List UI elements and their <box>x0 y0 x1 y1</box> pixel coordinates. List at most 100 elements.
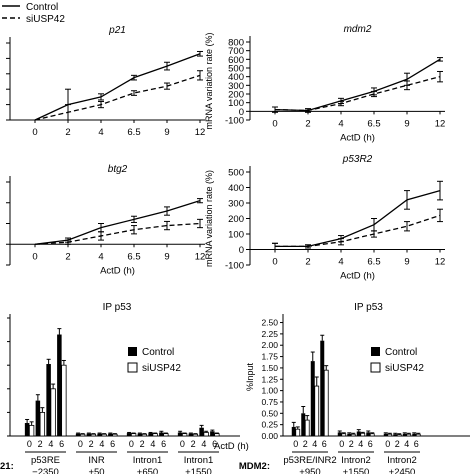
x-tick-label: 0 <box>272 257 277 268</box>
position-label: +2450 <box>389 467 416 474</box>
bar-siusp42 <box>295 428 301 437</box>
timepoint-label: 4 <box>99 439 104 449</box>
timepoint-label: 6 <box>212 439 217 449</box>
x-tick-label: 9 <box>164 127 169 138</box>
y-tick-label: 400 <box>228 72 244 83</box>
timepoint-label: 6 <box>368 439 373 449</box>
x-tick-label: 2 <box>305 118 310 129</box>
x-axis-label: ActD (h) <box>100 265 135 276</box>
x-tick-label: 0 <box>32 127 37 138</box>
bar-siusp42 <box>79 433 86 437</box>
position-label: +50 <box>88 467 104 474</box>
x-tick-label: 4 <box>338 257 343 268</box>
timepoint-label: 4 <box>358 439 363 449</box>
y-tick-label: 100 <box>228 230 244 241</box>
bar-siusp42 <box>415 433 421 437</box>
y-tick-label: 400 <box>228 183 244 194</box>
bar-control <box>366 432 371 436</box>
y-axis-label: %Input <box>245 362 255 391</box>
panel-title: IP p53 <box>354 302 383 313</box>
y-tick-label: 500 <box>228 168 244 179</box>
bar-control <box>177 432 183 436</box>
y-tick-label: 200 <box>228 214 244 225</box>
x-tick-label: 6.5 <box>127 251 140 262</box>
bar-control <box>301 413 306 436</box>
legend-control-label: Control <box>385 347 417 358</box>
region-label: p53RE/INR2 <box>283 455 336 466</box>
position-label: +950 <box>299 467 320 474</box>
bar-siusp42 <box>130 433 137 437</box>
bar-siusp42 <box>28 424 35 437</box>
bar-siusp42 <box>112 433 118 437</box>
bar-siusp42 <box>314 385 320 437</box>
y-tick-label: 2.00 <box>261 340 278 350</box>
bar-control <box>337 432 342 436</box>
region-label: Intron2 <box>341 455 371 466</box>
series-control-line <box>34 200 201 245</box>
bar-control <box>383 433 388 436</box>
x-tick-label: 12 <box>195 251 206 262</box>
bar-siusp42 <box>101 433 107 437</box>
x-tick-label: 4 <box>98 251 103 262</box>
bar-control <box>210 431 215 436</box>
bar-control <box>126 433 132 436</box>
y-axis-label: mRNA variation rate (%) <box>204 32 214 129</box>
y-tick-label: -100 <box>225 116 244 127</box>
timepoint-label: 2 <box>303 439 308 449</box>
timepoint-label: 4 <box>150 439 155 449</box>
region-label: INR <box>88 455 105 466</box>
bar-control <box>393 434 398 436</box>
bar-control <box>137 433 143 436</box>
timepoint-label: 0 <box>293 439 298 449</box>
series-control-line <box>274 58 441 112</box>
x-tick-label: 4 <box>338 118 343 129</box>
legend-siusp42-label: siUSP42 <box>142 363 181 374</box>
gene-label: 21: <box>0 461 14 472</box>
timepoint-label: 2 <box>395 439 400 449</box>
timepoint-label: 6 <box>110 439 115 449</box>
bar-siusp42 <box>39 411 46 437</box>
x-tick-label: 2 <box>305 257 310 268</box>
position-label: +1550 <box>343 467 370 474</box>
bar-siusp42 <box>61 364 67 437</box>
position-label: +650 <box>137 467 158 474</box>
y-tick-label: 0.25 <box>261 420 278 430</box>
bar-control <box>148 433 153 436</box>
bar-siusp42 <box>181 433 188 437</box>
bar-control <box>402 433 407 436</box>
panels: 0 2 4 6.5 9 12p21-100010020030040050060070080… <box>0 24 470 474</box>
bar-control <box>291 426 296 436</box>
bar-siusp42 <box>50 388 56 437</box>
x-tick-label: 4 <box>98 127 103 138</box>
y-tick-label: 0.50 <box>261 408 278 418</box>
bar-control <box>86 433 92 436</box>
series-control-line <box>34 53 201 121</box>
timepoint-label: 6 <box>322 439 327 449</box>
timepoint-label: 2 <box>140 439 145 449</box>
panel-title: IP p53 <box>103 302 132 313</box>
bar-siusp42 <box>323 369 329 437</box>
bar-siusp42 <box>203 432 209 437</box>
x-tick-label: 0 <box>272 118 277 129</box>
y-tick-label: 700 <box>228 46 244 57</box>
bar-siusp42 <box>341 433 347 437</box>
x-tick-label: 0 <box>32 251 37 262</box>
y-tick-label: 600 <box>228 55 244 66</box>
bar-control <box>320 340 325 436</box>
y-tick-label: 300 <box>228 81 244 92</box>
legend-siusp42-label: siUSP42 <box>385 363 424 374</box>
y-tick-label: 500 <box>228 64 244 75</box>
y-axis-label: mRNA variation rate (%) <box>204 170 214 267</box>
y-tick-label: -100 <box>225 261 244 272</box>
series-siusp42-line <box>34 222 201 245</box>
bar-control <box>159 432 164 436</box>
bar-control <box>310 361 315 436</box>
bar-control <box>199 427 204 436</box>
timepoint-label: 0 <box>385 439 390 449</box>
timepoint-label: 0 <box>27 439 32 449</box>
region-label: p53RE <box>31 455 60 466</box>
timepoint-label: 0 <box>129 439 134 449</box>
y-tick-label: 200 <box>228 90 244 101</box>
x-tick-label: 9 <box>404 257 409 268</box>
